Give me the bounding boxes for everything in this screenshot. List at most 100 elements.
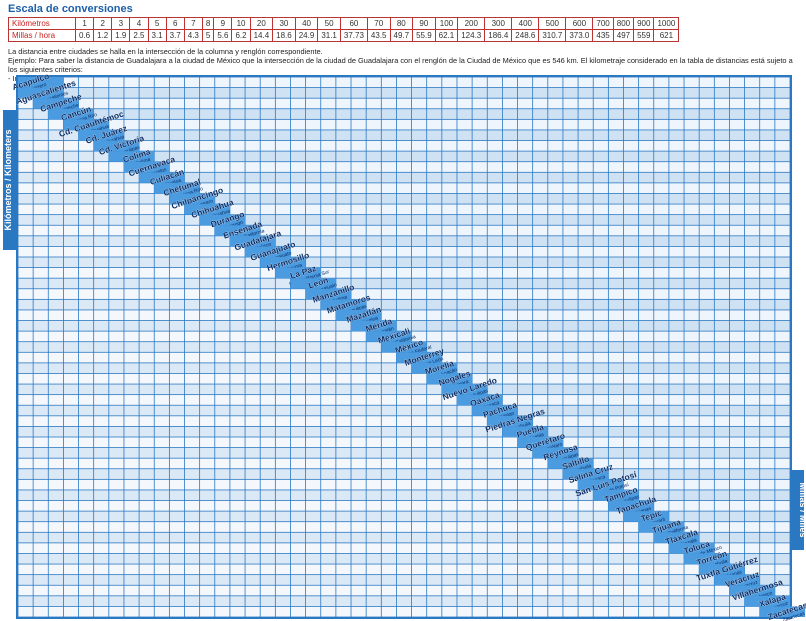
mile-cell [760, 522, 775, 532]
mile-cell [669, 458, 684, 469]
km-cell [245, 267, 260, 278]
km-cell [593, 585, 608, 596]
mile-cell [290, 204, 306, 215]
mile-cell [608, 140, 624, 151]
km-cell [245, 405, 260, 416]
km-cell [124, 426, 139, 437]
km-cell [306, 553, 321, 564]
mile-cell [563, 119, 578, 130]
mile-cell [290, 183, 306, 194]
km-cell [336, 596, 351, 607]
mile-cell [623, 77, 639, 88]
km-cell [366, 342, 381, 352]
km-cell [427, 585, 442, 596]
mile-cell [472, 109, 487, 119]
mile-cell [654, 469, 669, 479]
km-cell [306, 405, 321, 416]
mile-cell [608, 342, 624, 352]
mile-cell [563, 257, 578, 268]
km-cell [442, 426, 457, 437]
mile-cell [563, 289, 578, 299]
km-cell [124, 596, 139, 607]
mile-cell [608, 236, 624, 247]
km-cell [290, 299, 306, 310]
km-cell [548, 522, 563, 532]
mile-cell [669, 426, 684, 437]
mile-cell [563, 225, 578, 236]
km-cell [48, 236, 64, 247]
mile-cell [760, 257, 775, 268]
mile-cell [578, 98, 593, 109]
km-cell [200, 352, 215, 363]
mile-cell [351, 246, 366, 257]
mile-cell [457, 278, 472, 289]
mile-cell [775, 522, 790, 532]
mile-cell [533, 416, 548, 427]
mile-cell [533, 98, 548, 109]
mile-cell [699, 130, 714, 141]
km-cell [48, 183, 64, 194]
km-cell [427, 564, 442, 575]
mile-cell [351, 130, 366, 141]
mile-cell [336, 172, 351, 183]
mile-cell [139, 77, 154, 88]
mile-cell [351, 225, 366, 236]
km-cell [154, 458, 169, 469]
city-tile [744, 595, 790, 607]
mile-cell [623, 416, 639, 427]
km-cell [321, 426, 336, 437]
km-cell [33, 532, 48, 543]
km-cell [18, 564, 33, 575]
mile-cell [260, 204, 275, 215]
mile-cell [109, 87, 124, 98]
km-cell [563, 500, 578, 511]
mile-cell [744, 183, 760, 194]
km-cell [245, 416, 260, 427]
km-cell [124, 469, 139, 479]
km-cell [533, 479, 548, 490]
mile-cell [775, 511, 790, 522]
km-cell [139, 426, 154, 437]
mile-cell [427, 278, 442, 289]
mile-cell [396, 289, 412, 299]
km-cell [78, 162, 94, 172]
mile-cell [411, 257, 427, 268]
mile-cell [775, 204, 790, 215]
mile-cell [502, 109, 518, 119]
mile-cell [684, 426, 699, 437]
mile-cell [729, 490, 745, 501]
mile-cell [639, 469, 654, 479]
km-cell [563, 596, 578, 607]
mile-cell [775, 267, 790, 278]
km-cell [109, 469, 124, 479]
mile-cell [578, 426, 593, 437]
km-cell [200, 384, 215, 395]
mile-cell [669, 151, 684, 162]
km-cell [306, 511, 321, 522]
km-cell [200, 416, 215, 427]
km-cell [48, 437, 64, 448]
km-cell [336, 543, 351, 554]
mile-cell [744, 87, 760, 98]
km-cell [699, 606, 714, 617]
km-cell [33, 289, 48, 299]
mile-cell [442, 215, 457, 225]
mile-cell [654, 257, 669, 268]
km-cell [48, 119, 64, 130]
mile-cell [699, 532, 714, 543]
city-tile [33, 98, 79, 109]
mile-cell [669, 225, 684, 236]
mile-cell [154, 98, 169, 109]
mile-cell [639, 405, 654, 416]
km-cell [457, 532, 472, 543]
mile-cell [502, 320, 518, 331]
km-cell [109, 543, 124, 554]
mile-cell [275, 193, 291, 204]
km-cell [33, 363, 48, 374]
mile-cell [472, 162, 487, 172]
km-cell [578, 585, 593, 596]
km-cell [502, 564, 518, 575]
mile-cell [306, 109, 321, 119]
km-cell [109, 395, 124, 405]
km-cell [381, 553, 397, 564]
